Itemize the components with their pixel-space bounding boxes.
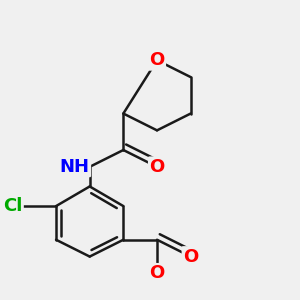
Text: O: O xyxy=(149,264,165,282)
Text: NH: NH xyxy=(60,158,90,176)
Text: O: O xyxy=(149,51,165,69)
Text: O: O xyxy=(183,248,198,266)
Text: O: O xyxy=(149,158,165,176)
Text: Cl: Cl xyxy=(3,197,22,215)
